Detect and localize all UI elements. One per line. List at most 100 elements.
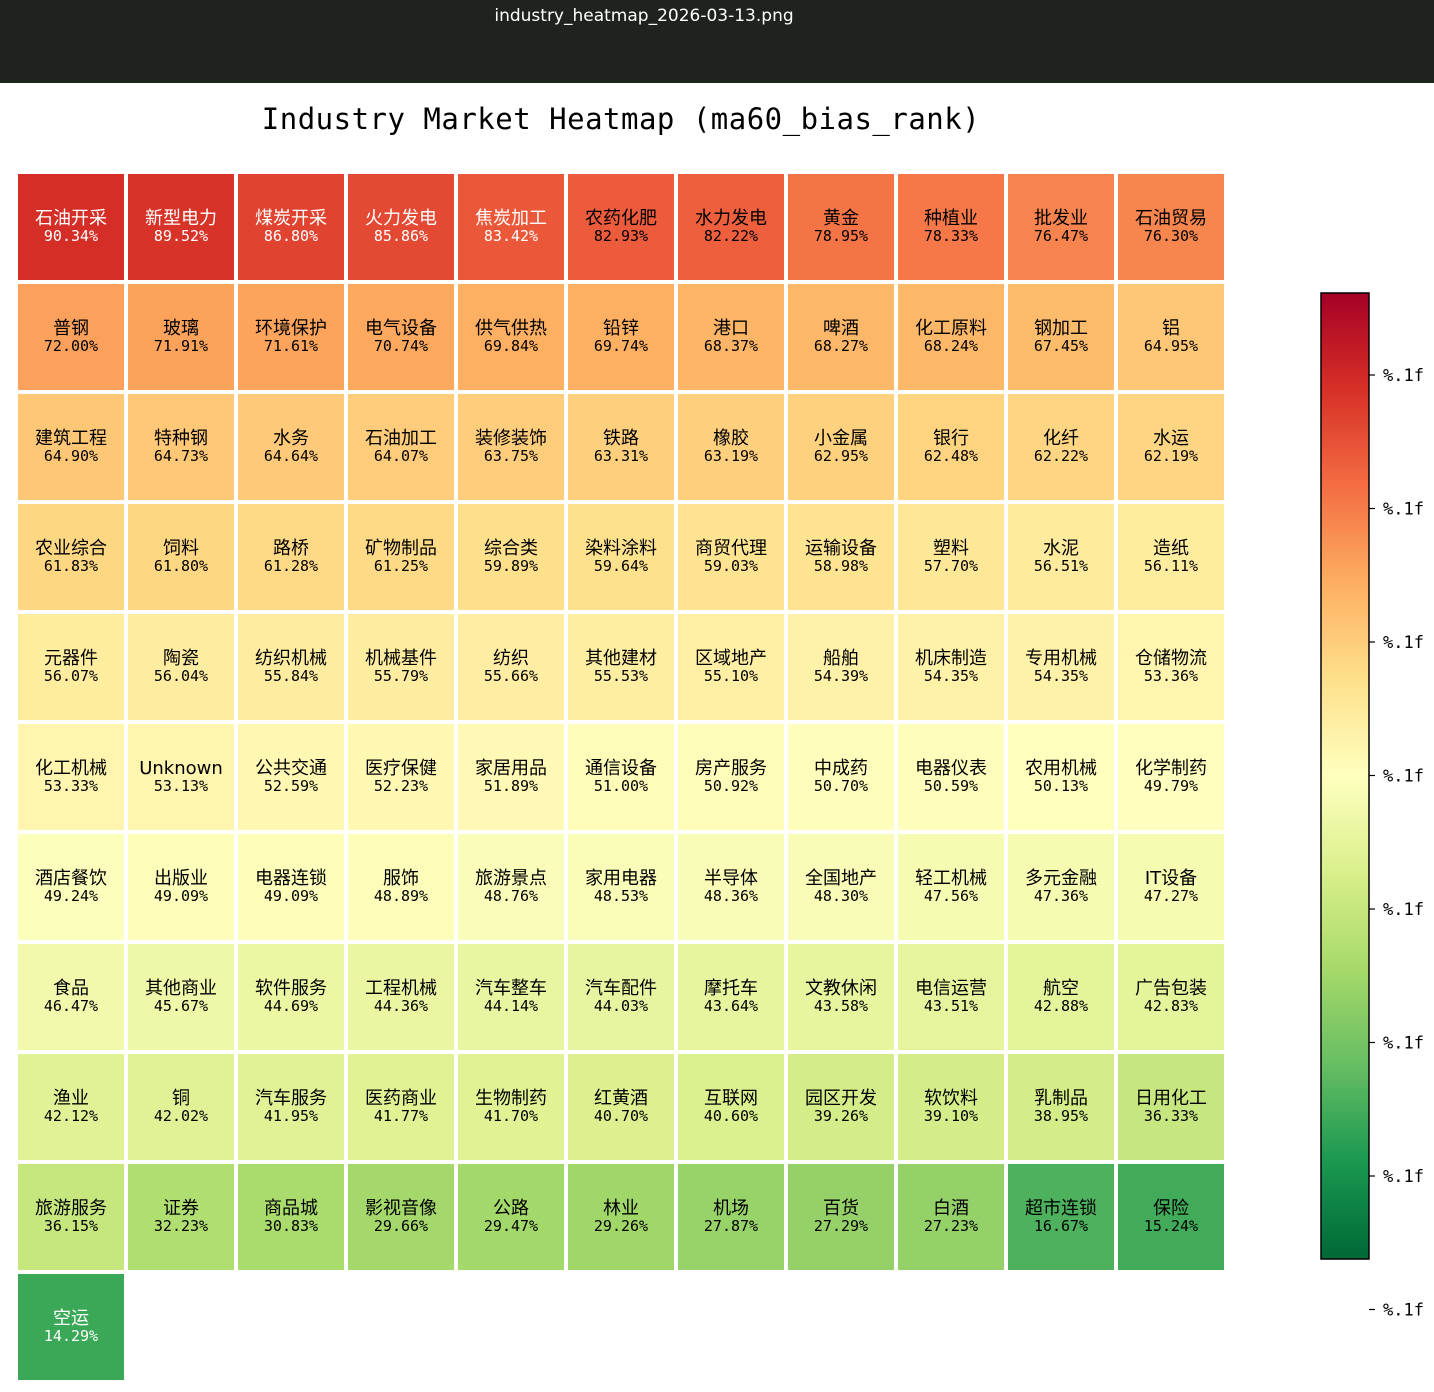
heatmap-cell-name: 元器件 [44, 648, 98, 669]
heatmap-cell-name: 铜 [172, 1088, 190, 1109]
heatmap-cell-rect [898, 174, 1004, 280]
colorbar-tick-label: %.1f [1383, 500, 1424, 520]
heatmap-cell-name: 批发业 [1034, 208, 1088, 229]
heatmap-cell-name: 农业综合 [35, 538, 107, 559]
heatmap-cell-rect [898, 944, 1004, 1050]
heatmap-cell-value: 43.64% [704, 997, 758, 1015]
heatmap-cell-rect [348, 1054, 454, 1160]
heatmap-cell-name: 电器仪表 [915, 758, 987, 779]
heatmap-cell-value: 82.93% [594, 227, 648, 245]
heatmap-cell-rect [678, 1164, 784, 1270]
heatmap-cell-value: 41.77% [374, 1107, 428, 1125]
heatmap-cell-name: 房产服务 [695, 758, 767, 779]
heatmap-cell-rect [788, 394, 894, 500]
heatmap-cell-name: 食品 [53, 978, 89, 999]
heatmap-cell-rect [898, 834, 1004, 940]
heatmap-cell-rect [678, 1054, 784, 1160]
heatmap-cell-value: 47.56% [924, 887, 978, 905]
heatmap-cell-name: 机床制造 [915, 648, 987, 669]
heatmap-cell-name: 超市连锁 [1025, 1198, 1097, 1219]
heatmap-cell-name: 船舶 [823, 648, 859, 669]
heatmap-cell-value: 41.70% [484, 1107, 538, 1125]
heatmap-cell-rect [678, 944, 784, 1050]
heatmap-cell-value: 70.74% [374, 337, 428, 355]
colorbar-gradient [1320, 292, 1370, 1260]
heatmap-cell-name: 通信设备 [585, 758, 657, 779]
heatmap-cell-rect [678, 174, 784, 280]
heatmap-cell-name: 饲料 [163, 538, 199, 559]
heatmap-cell-name: 日用化工 [1135, 1088, 1207, 1109]
heatmap-cell-name: 仓储物流 [1135, 648, 1207, 669]
heatmap-cell-rect [788, 174, 894, 280]
heatmap-cell-value: 56.07% [44, 667, 98, 685]
heatmap-cell-name: 普钢 [53, 318, 89, 339]
heatmap-cell-rect [458, 1164, 564, 1270]
heatmap-cell-value: 48.89% [374, 887, 428, 905]
heatmap-cell-rect [458, 1054, 564, 1160]
heatmap-cell-value: 55.84% [264, 667, 318, 685]
heatmap-cell-value: 51.00% [594, 777, 648, 795]
heatmap-cell-value: 61.80% [154, 557, 208, 575]
heatmap-cell-rect [678, 504, 784, 610]
heatmap-cell-rect [788, 1164, 894, 1270]
heatmap-cell-name: 中成药 [814, 758, 868, 779]
heatmap-cell-name: 汽车配件 [585, 978, 657, 999]
heatmap-cell-name: 软件服务 [255, 978, 327, 999]
heatmap-cell-value: 56.51% [1034, 557, 1088, 575]
heatmap-cell-name: 家居用品 [475, 758, 547, 779]
heatmap-cell-value: 41.95% [264, 1107, 318, 1125]
heatmap-cell-name: 影视音像 [365, 1198, 437, 1219]
heatmap-cell-rect [128, 504, 234, 610]
heatmap-cell-value: 62.19% [1144, 447, 1198, 465]
heatmap-cell-name: 造纸 [1153, 538, 1189, 559]
heatmap-cell-name: 陶瓷 [163, 648, 199, 669]
heatmap-cell-rect [1118, 284, 1224, 390]
heatmap-cell-value: 29.47% [484, 1217, 538, 1235]
heatmap-cell-name: 化纤 [1043, 428, 1079, 449]
heatmap-cell-value: 54.35% [1034, 667, 1088, 685]
heatmap-cell-rect [1008, 724, 1114, 830]
heatmap-cell-name: 铝 [1162, 318, 1180, 339]
heatmap-cell-rect [568, 284, 674, 390]
heatmap-cell-name: 港口 [713, 318, 749, 339]
heatmap-cell-rect [1118, 614, 1224, 720]
heatmap-cell-rect [458, 834, 564, 940]
heatmap-cell-value: 38.95% [1034, 1107, 1088, 1125]
heatmap-cell-value: 76.30% [1144, 227, 1198, 245]
